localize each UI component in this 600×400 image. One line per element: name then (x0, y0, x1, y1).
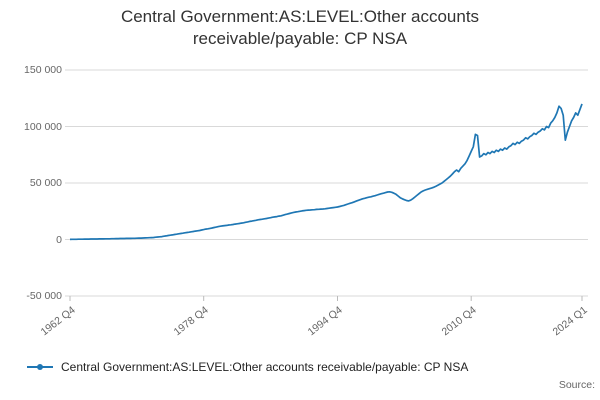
legend-label: Central Government:AS:LEVEL:Other accoun… (61, 360, 469, 374)
source-label: Source: (558, 379, 595, 391)
chart-title: Central Government:AS:LEVEL:Other accoun… (120, 7, 480, 49)
y-tick-label: 100 000 (24, 120, 62, 133)
y-tick-label: 0 (56, 233, 62, 246)
legend: Central Government:AS:LEVEL:Other accoun… (26, 360, 468, 374)
y-tick-label: -50 000 (26, 290, 62, 302)
legend-marker-dot (37, 364, 43, 370)
series-line (69, 103, 583, 241)
y-tick-label: 50 000 (29, 177, 62, 189)
y-axis-labels: 150 000 100 000 50 000 0 -50 000 (0, 0, 62, 400)
y-tick-label: 150 000 (24, 64, 62, 76)
legend-line-icon (27, 364, 53, 370)
